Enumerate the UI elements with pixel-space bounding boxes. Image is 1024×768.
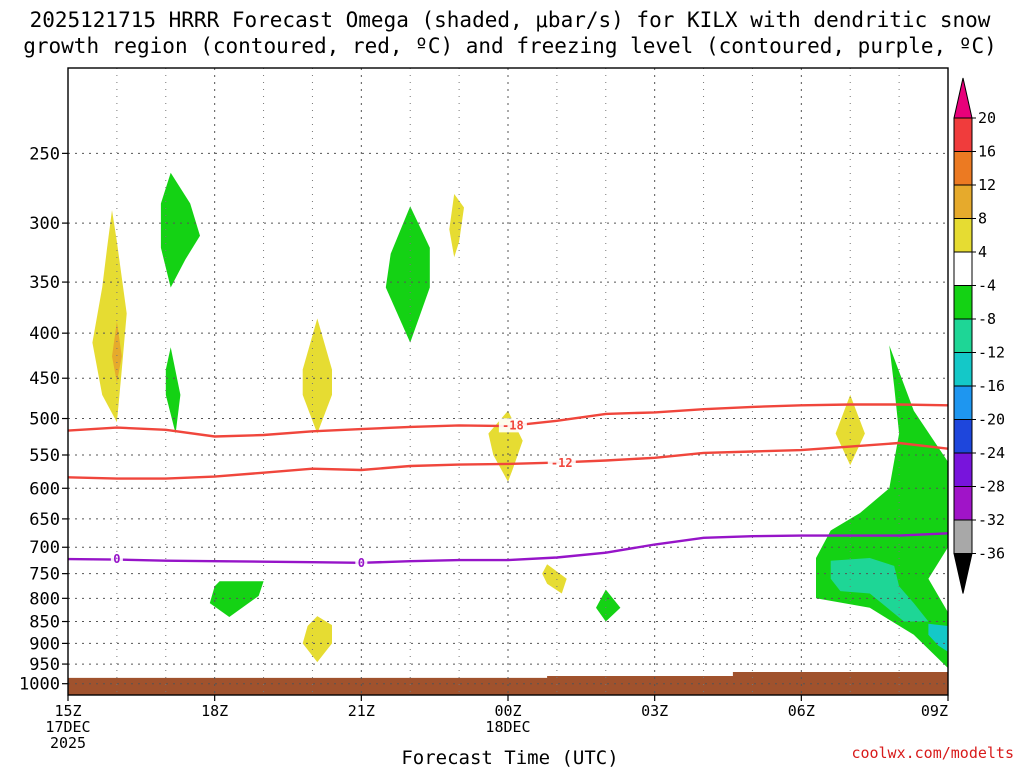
colorbar-label: -24 [978,444,1005,462]
colorbar-segment [953,251,973,286]
dgz-bottom-label-bg [547,456,576,471]
credit-link[interactable]: coolwx.com/modelts [851,744,1014,762]
freezing-level-label: 0 [358,556,365,570]
colorbar-segment [953,352,973,387]
colorbar-label: 8 [978,210,987,228]
grid [67,68,949,695]
colorbar-segment [953,419,973,454]
freezing-level-line [68,532,948,565]
colorbar-label: -28 [978,478,1005,496]
y-tick-label: 300 [29,214,60,234]
omega-neg-d [385,206,430,343]
colorbar-label: 20 [978,109,996,127]
title-line-2: growth region (contoured, red, ºC) and f… [23,34,997,58]
omega-neg-f-core2 [928,623,948,652]
y-tick-label: 600 [29,479,60,499]
omega-neg-b [165,347,181,434]
y-tick-label: 850 [29,613,60,633]
freezing-level-label-bg [355,555,368,570]
y-tick-label: 700 [29,538,60,558]
colorbar-label: -36 [978,545,1005,563]
colorbar-segment [953,184,973,219]
x-tick-label: 15Z [54,702,81,720]
x-tick-label: 09Z [921,702,948,720]
omega-neg-c [209,581,264,617]
y-tick-label: 550 [29,446,60,466]
colorbar-extend-top [953,77,973,119]
y-tick-label: 1000 [19,675,60,695]
dgz-bottom-line [68,441,948,480]
x-tick-sublabel: 18DEC [485,718,530,736]
colorbar-extend-bottom [953,553,973,594]
y-axis: 2503003504004505005506006507007508008509… [19,144,68,695]
x-tick-sublabel: 2025 [50,734,86,752]
y-tick-label: 900 [29,634,60,654]
x-tick-sublabel: 17DEC [45,718,90,736]
omega-shading [92,172,948,669]
freezing-level-label-bg [110,552,123,567]
dgz-top-label-bg [498,418,527,433]
colorbar-segment [953,452,973,487]
colorbar: 20 16 12 8 4 -4 -8 -12 -16 -20 -24 -28 -32 -36 [953,77,1005,594]
colorbar-segment [953,117,973,152]
colorbar-segment [953,385,973,420]
omega-pos-a-core [112,321,122,383]
y-tick-label: 250 [29,144,60,164]
colorbar-segment [953,218,973,253]
below-ground [68,672,948,695]
omega-neg-f-core [830,558,929,622]
x-axis-title: Forecast Time (UTC) [401,747,618,768]
omega-neg-a [160,172,200,288]
dgz-bottom-label: -12 [551,456,573,470]
omega-pos-c [302,616,332,663]
omega-neg-f [816,345,948,669]
omega-pos-f [542,564,567,594]
title-line-1: 2025121715 HRRR Forecast Omega (shaded, … [30,8,991,32]
omega-pos-a [92,210,127,423]
colorbar-segment [953,486,973,521]
x-tick-label: 03Z [641,702,668,720]
colorbar-segment [953,285,973,320]
x-tick-label: 00Z [494,702,521,720]
colorbar-label: -16 [978,377,1005,395]
colorbar-segment [953,318,973,353]
y-tick-label: 950 [29,655,60,675]
colorbar-label: -4 [978,277,996,295]
x-tick-label: 21Z [348,702,375,720]
colorbar-label: -32 [978,511,1005,529]
x-tick-label: 06Z [788,702,815,720]
freezing-level-label: 0 [113,552,120,566]
y-tick-label: 800 [29,589,60,609]
y-tick-label: 750 [29,565,60,585]
colorbar-segment [953,519,973,554]
colorbar-label: 16 [978,143,996,161]
dgz-top-label: -18 [502,418,524,432]
title: 2025121715 HRRR Forecast Omega (shaded, … [23,8,997,58]
colorbar-label: 12 [978,176,996,194]
colorbar-label: 4 [978,243,987,261]
colorbar-segment [953,151,973,186]
contours: -18 -12 0 0 [68,403,948,570]
omega-pos-d [449,194,464,258]
plot-area: -18 -12 0 0 250 300 350 400 450 500 550 600 650 700 75… [19,67,949,752]
colorbar-label: -20 [978,411,1005,429]
y-tick-label: 450 [29,369,60,389]
omega-neg-e [596,589,621,622]
colorbar-label: -12 [978,344,1005,362]
y-tick-label: 650 [29,510,60,530]
y-tick-label: 400 [29,324,60,344]
y-tick-label: 350 [29,273,60,293]
y-tick-label: 500 [29,410,60,430]
colorbar-label: -8 [978,310,996,328]
omega-pos-b [302,318,332,434]
x-tick-label: 18Z [201,702,228,720]
